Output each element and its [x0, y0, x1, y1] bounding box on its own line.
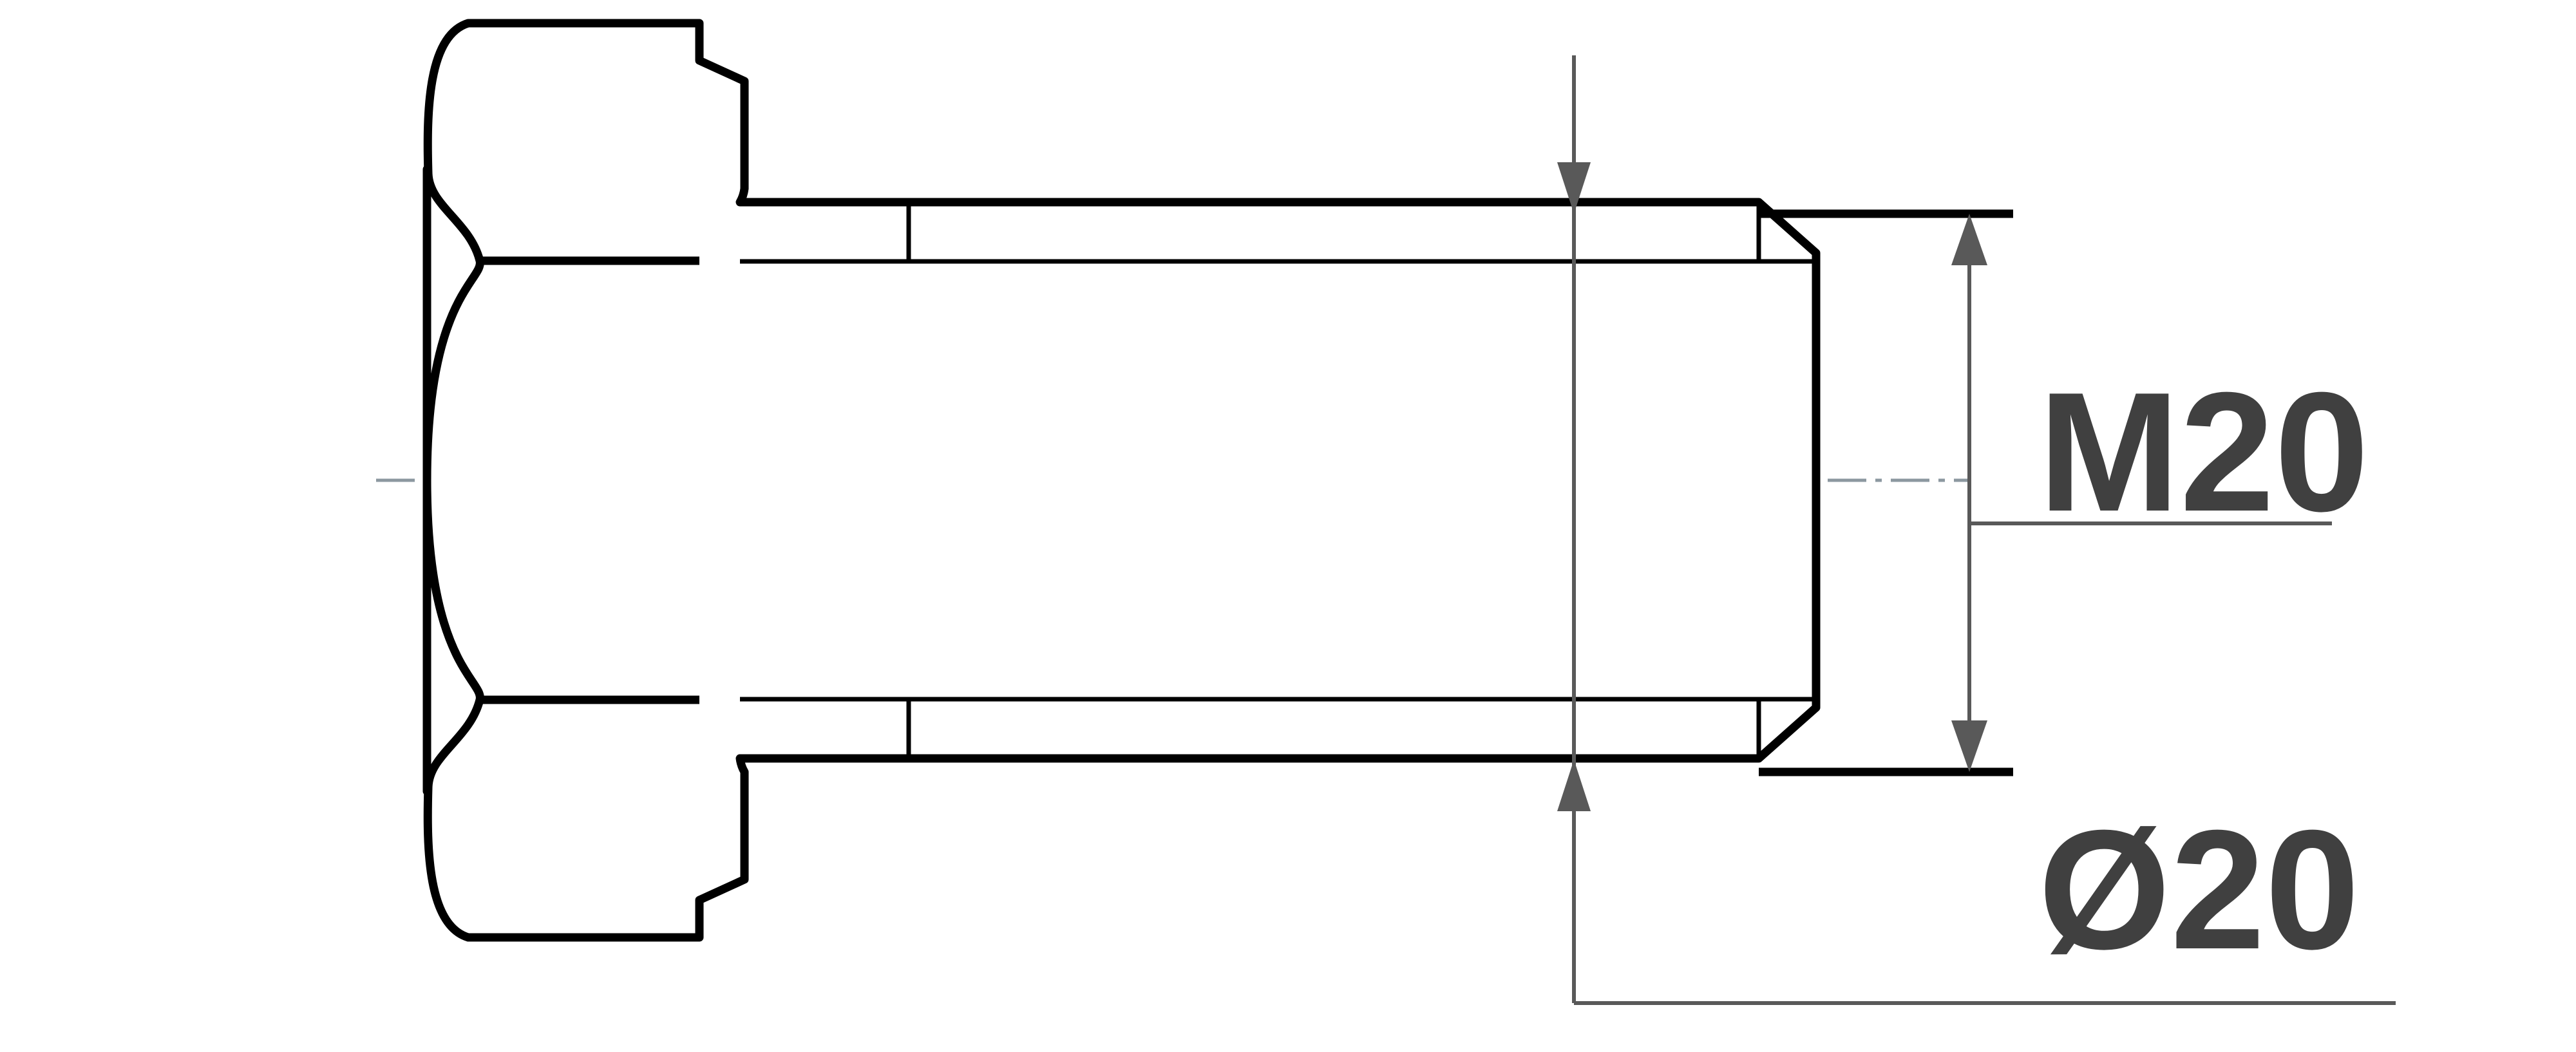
svg-text:Ø20: Ø20 [2038, 794, 2360, 984]
svg-text:M20: M20 [2038, 357, 2369, 547]
